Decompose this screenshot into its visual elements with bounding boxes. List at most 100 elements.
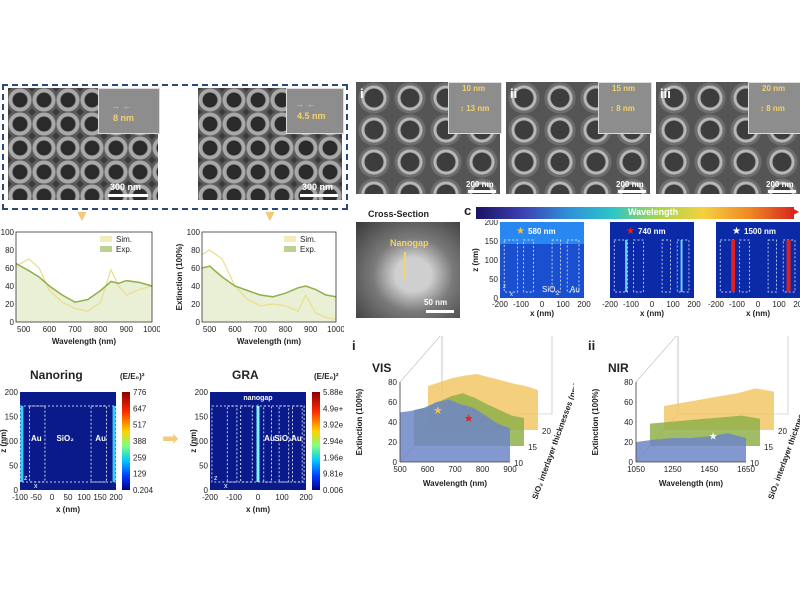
structure-outline [566,239,580,293]
x-tick-label: 0 [540,300,545,309]
axis-indicator-z: z [24,475,28,482]
field-map-glow [500,222,584,244]
x-tick-label: 1000 [143,325,160,334]
colorbar-tick: 2.94e [323,437,344,446]
gap-label-right: 4.5 nm [297,111,326,121]
y-tick-label: 20 [5,300,14,309]
legend-label: Sim. [116,235,132,244]
z-tick-label: 0 [14,486,19,495]
x-tick-label: 1250 [664,465,682,474]
sem-series-side-gap: ↕ 8 nm [610,104,635,113]
y-tick-label: 0 [196,318,201,327]
nanogap-marker [404,252,406,280]
x-axis-label: Wavelength (nm) [52,337,116,346]
legend-label: Exp. [116,245,132,254]
structure-outline [503,239,518,293]
colorbar-tick: 259 [133,453,147,462]
structure-outline [90,405,107,483]
colorbar-tick: 9.81e [323,470,344,479]
structure-outline [633,239,644,293]
axis-indicator-x: x [34,483,38,490]
colorbar [122,392,130,490]
x-axis-label: x (nm) [530,309,554,318]
panel-roman-label: ii [588,338,595,353]
sem-series-inset [598,82,652,134]
x-tick-label: 0 [256,493,261,502]
structure-outline [292,405,303,483]
sem-pair-frame [2,84,348,210]
colorbar [312,392,320,490]
star-marker-icon: ★ [516,226,525,237]
field-hotspot [680,240,683,292]
x-tick-label: -100 [729,300,746,309]
field-map-bg [610,222,694,298]
x-tick-label: -200 [708,300,725,309]
plot-title: VIS [372,361,391,375]
nanogap-label: nanogap [243,395,272,402]
structure-outline [719,239,734,293]
x-tick-label: 100 [666,300,680,309]
x-tick-label: -200 [602,300,619,309]
x-tick-label: -100 [226,493,243,502]
series-exp-line [15,262,153,303]
nanogap-arrow-icon: ↓ [256,403,260,410]
y-tick-label: 100 [1,228,15,237]
sem-series-label: i [360,86,364,101]
sem-series-top-gap: 20 nm [762,84,786,93]
x-tick-label: 600 [421,465,435,474]
field-hotspot [20,406,24,482]
nanoring-cbar-title: (E/E₀)² [120,372,145,381]
x-tick-label: 1450 [700,465,718,474]
x-tick-label: 0 [756,300,761,309]
y-tick-label: 0 [393,458,398,467]
material-label: SiO₂ [274,434,292,443]
axis-indicator-x: x [224,483,228,490]
x-tick-label: 0 [50,493,55,502]
star-marker-icon: ★ [464,413,474,425]
x-tick-label: 200 [793,300,800,309]
nanoring-title: Nanoring [30,368,83,382]
colorbar-arrow-icon: ▶ [790,204,800,218]
x-tick-label: 700 [68,325,82,334]
sem-series-label: iii [660,86,671,101]
z-tick-label: 200 [5,388,19,397]
sem-series-top-gap: 10 nm [462,84,486,93]
y-tick-label: 100 [187,228,201,237]
series-area [636,433,746,462]
sem-series-scalebar [768,190,796,193]
sem-series-scale-label: 200 nm [466,180,494,189]
structure-outline [613,239,628,293]
x-tick-label: 1050 [627,465,645,474]
cross-section-image: Nanogap 50 nm [356,222,460,318]
x-tick-label: 600 [228,325,242,334]
arrow-down-right: ▼ [262,208,278,225]
x-tick-label: 500 [17,325,31,334]
map-wavelength-label: 1500 nm [744,227,776,236]
y-tick-label: 80 [191,246,200,255]
legend-swatch [284,236,296,242]
panel-roman-label: i [352,338,356,353]
plot3d-nir: 1050 1250 1450 1650 80 60 40 20 0 20 15 10 Wavelengt… [588,336,800,501]
x-tick-label: 600 [43,325,57,334]
sem-series-scalebar [618,190,646,193]
axis-indicator-z: z [214,475,218,482]
structure-outline [551,239,561,293]
plot-frame [201,231,337,323]
y-tick-label: 60 [191,264,200,273]
x-tick-label: 200 [299,493,313,502]
axis-indicator-z: z [503,284,506,290]
structure-outline [226,405,238,483]
cross-section-nanogap: Nanogap [390,238,429,248]
x-tick-label: 900 [304,325,318,334]
wavelength-colorbar-label: Wavelength [628,207,679,217]
x-axis-label: Wavelength (nm) [423,479,487,488]
au-label: Au [570,285,580,294]
sem-series-scale-label: 200 nm [616,180,644,189]
x-tick-label: -100 [12,493,29,502]
x-tick-label: 0 [650,300,655,309]
y-tick-label: 60 [5,264,14,273]
gra-title: GRA [232,368,259,382]
field-hotspot [625,240,628,292]
